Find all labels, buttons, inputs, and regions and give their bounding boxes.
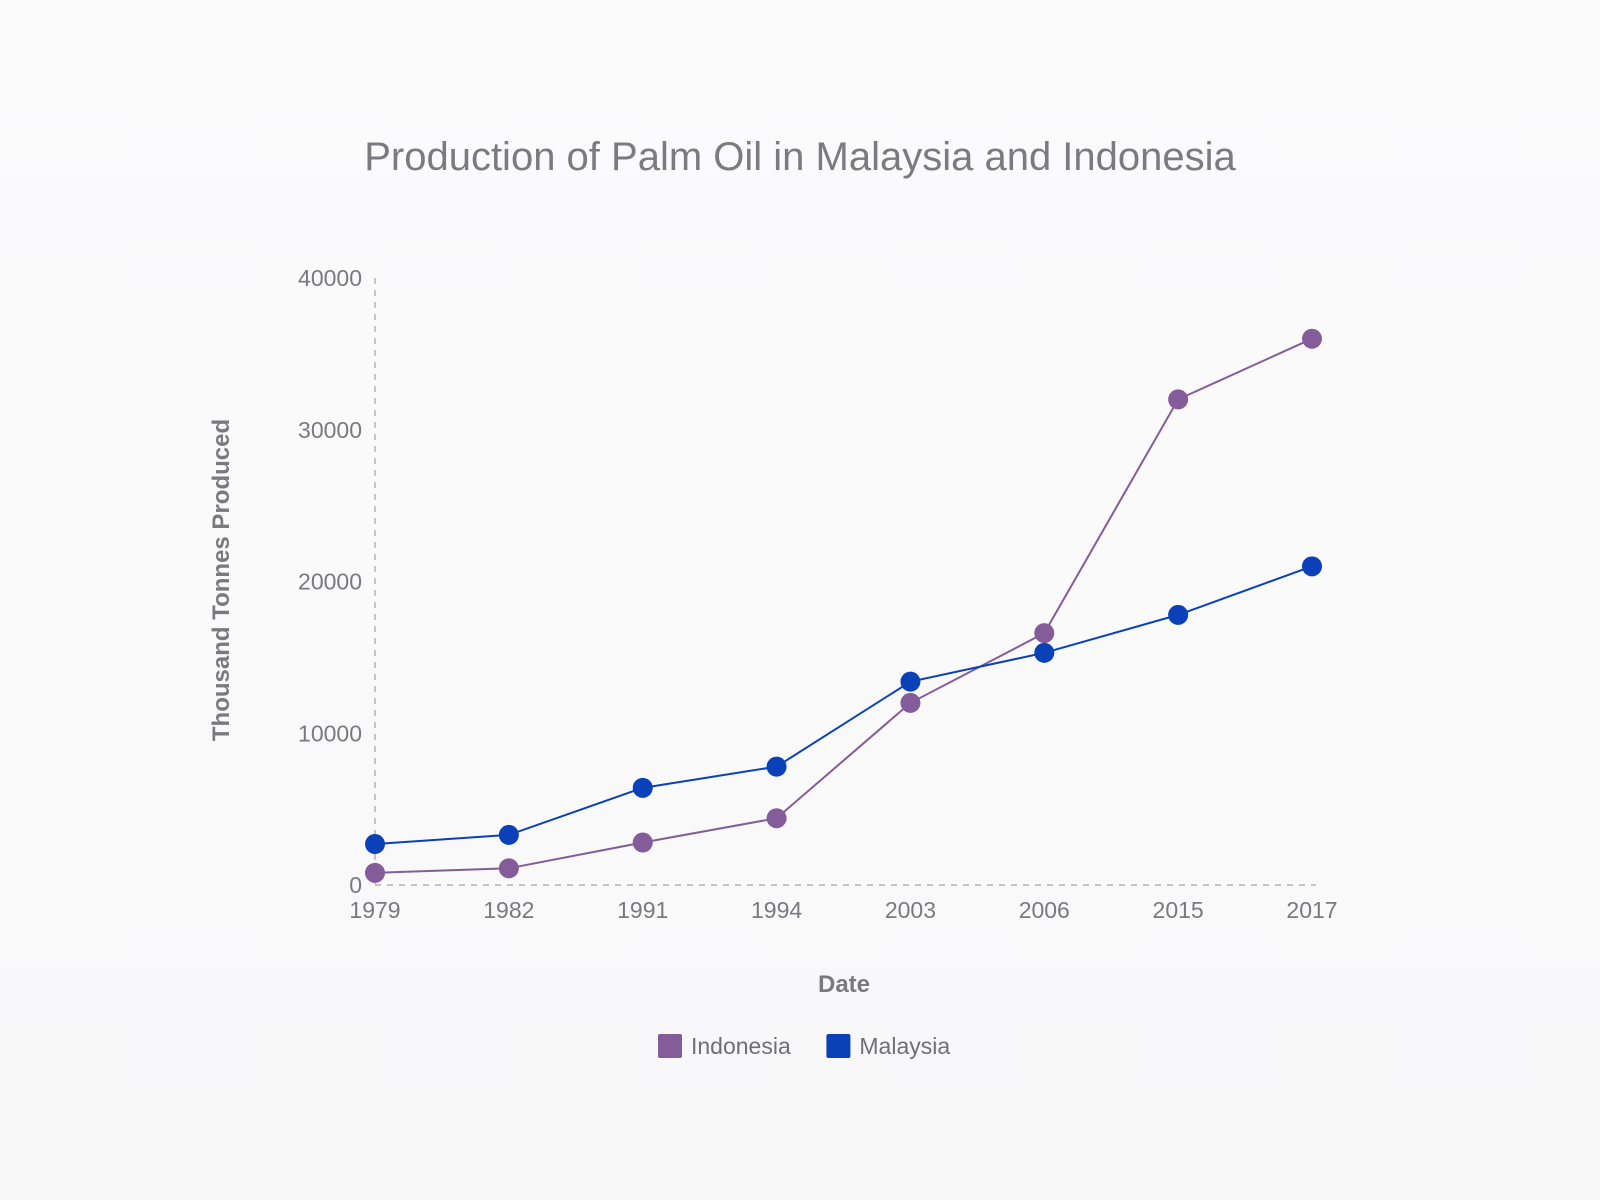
data-point-malaysia: [1168, 604, 1189, 625]
series-line-malaysia: [374, 565, 1313, 846]
legend-swatch-indonesia: [658, 1034, 682, 1058]
data-point-indonesia: [1168, 389, 1189, 410]
y-tick-label: 40000: [298, 265, 362, 291]
data-point-malaysia: [498, 824, 519, 845]
data-point-indonesia: [632, 832, 653, 853]
data-point-indonesia: [766, 808, 787, 829]
legend-label-malaysia: Malaysia: [859, 1033, 950, 1059]
data-point-indonesia: [1034, 623, 1055, 644]
legend-label-indonesia: Indonesia: [691, 1033, 791, 1059]
data-point-indonesia: [498, 858, 519, 879]
data-point-malaysia: [1034, 642, 1055, 663]
data-point-malaysia: [632, 777, 653, 798]
x-axis-title: Date: [818, 971, 870, 998]
x-tick-label: 2006: [1019, 897, 1070, 923]
x-tick-label: 1994: [751, 897, 802, 923]
series-layer: [365, 328, 1322, 883]
x-tick-label: 2015: [1153, 897, 1204, 923]
x-tick-label: 2003: [885, 897, 936, 923]
y-tick-label: 10000: [298, 720, 362, 746]
data-point-malaysia: [365, 834, 385, 855]
data-point-indonesia: [1302, 328, 1322, 349]
data-point-indonesia: [900, 692, 921, 713]
y-tick-label: 30000: [298, 417, 362, 443]
data-point-malaysia: [900, 671, 921, 692]
x-tick-label: 1991: [617, 897, 668, 923]
y-tick-label: 20000: [298, 569, 362, 595]
legend: Indonesia Malaysia: [658, 1033, 950, 1059]
y-tick-label: 0: [349, 872, 362, 898]
data-point-malaysia: [766, 756, 787, 777]
y-axis-title: Thousand Tonnes Produced: [208, 419, 235, 741]
chart-title: Production of Palm Oil in Malaysia and I…: [364, 135, 1236, 179]
x-tick-label: 2017: [1286, 897, 1337, 923]
data-point-indonesia: [365, 862, 385, 883]
series-line-indonesia: [374, 337, 1313, 874]
x-tick-label: 1979: [349, 897, 400, 923]
x-tick-label: 1982: [483, 897, 534, 923]
legend-swatch-malaysia: [826, 1034, 851, 1058]
axes-group: 0 10000 20000 30000 40000 1979 1982 1991 1994 200…: [298, 265, 1338, 923]
data-point-malaysia: [1302, 556, 1322, 577]
